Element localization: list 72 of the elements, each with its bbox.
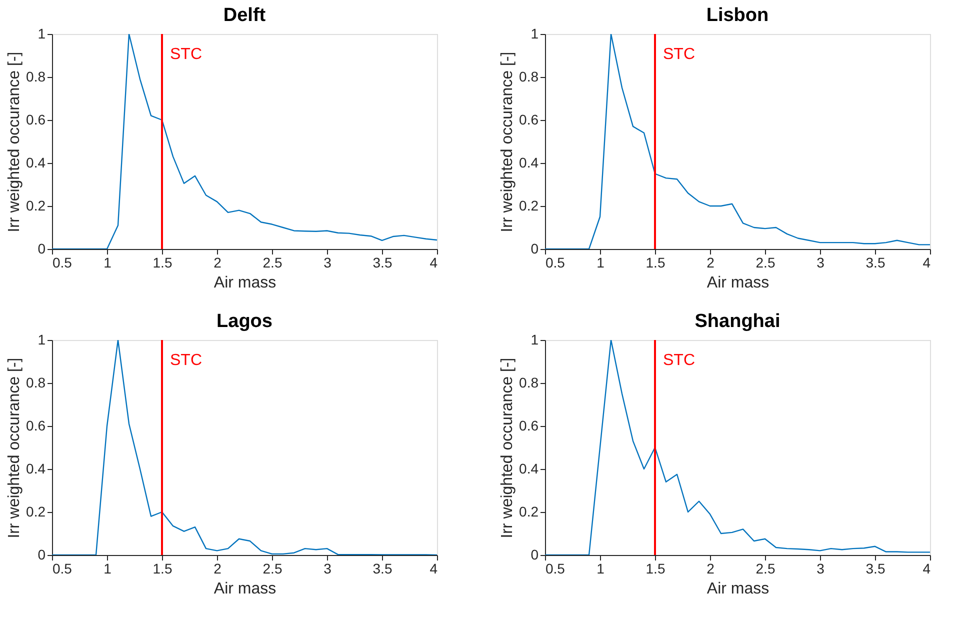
chart-title: Shanghai <box>694 311 780 332</box>
x-tick-label: 3.5 <box>866 254 886 270</box>
x-tick-label: 1.5 <box>646 254 666 270</box>
chart-title: Lagos <box>216 311 272 332</box>
y-tick-label: 0.4 <box>519 460 539 476</box>
y-tick-label: 1 <box>38 332 46 348</box>
x-tick-label: 3.5 <box>866 560 886 576</box>
x-axis-title: Air mass <box>214 580 276 598</box>
x-tick-label: 2 <box>706 254 715 270</box>
y-tick-label: 0.8 <box>26 374 46 390</box>
x-tick-label: 4 <box>922 254 931 270</box>
y-tick-label: 0 <box>530 240 539 256</box>
chart-title: Delft <box>223 5 266 26</box>
y-tick-label: 0.6 <box>519 418 539 434</box>
x-tick-label: 3 <box>324 254 332 270</box>
x-tick-label: 0.5 <box>52 560 72 576</box>
y-tick-label: 1 <box>38 26 46 42</box>
x-axis-title: Air mass <box>214 274 276 292</box>
y-tick-label: 0.2 <box>26 198 46 214</box>
y-tick-label: 0 <box>38 546 46 562</box>
y-tick-label: 0.4 <box>519 154 539 170</box>
x-tick-label: 1 <box>596 560 605 576</box>
ref-line-label: STC <box>663 46 695 63</box>
y-tick-label: 0.2 <box>519 504 539 520</box>
y-tick-label: 0.8 <box>519 68 539 84</box>
y-tick-label: 0.4 <box>26 460 46 476</box>
x-tick-label: 3 <box>816 254 825 270</box>
x-tick-label: 1.5 <box>152 560 172 576</box>
x-tick-label: 1 <box>104 254 112 270</box>
x-tick-label: 2 <box>706 560 715 576</box>
ref-line-label: STC <box>663 352 695 369</box>
y-tick-label: 0.2 <box>519 198 539 214</box>
x-tick-label: 2.5 <box>262 254 282 270</box>
x-tick-label: 1.5 <box>152 254 172 270</box>
x-tick-label: 3 <box>816 560 825 576</box>
x-tick-label: 4 <box>430 254 438 270</box>
x-tick-label: 0.5 <box>546 254 566 270</box>
y-tick-label: 0.6 <box>26 418 46 434</box>
y-axis-title: Irr weighted occurance [-] <box>6 52 24 232</box>
y-tick-label: 1 <box>530 26 539 42</box>
y-tick-label: 0.8 <box>26 68 46 84</box>
chart-title: Lisbon <box>706 5 769 26</box>
x-tick-label: 4 <box>922 560 931 576</box>
y-tick-label: 0.6 <box>519 112 539 128</box>
y-tick-label: 0.6 <box>26 112 46 128</box>
x-axis-title: Air mass <box>706 580 770 598</box>
x-tick-label: 1 <box>104 560 112 576</box>
y-tick-label: 1 <box>530 332 539 348</box>
x-tick-label: 3.5 <box>372 560 392 576</box>
y-tick-label: 0.8 <box>519 374 539 390</box>
y-axis-title: Irr weighted occurance [-] <box>499 358 516 538</box>
x-tick-label: 1 <box>596 254 605 270</box>
y-tick-label: 0.4 <box>26 154 46 170</box>
ref-line-label: STC <box>170 352 202 369</box>
y-axis-title: Irr weighted occurance [-] <box>6 358 24 538</box>
x-tick-label: 3.5 <box>372 254 392 270</box>
x-tick-label: 0.5 <box>546 560 566 576</box>
x-tick-label: 2.5 <box>756 254 776 270</box>
x-tick-label: 4 <box>430 560 438 576</box>
x-tick-label: 2.5 <box>262 560 282 576</box>
ref-line-label: STC <box>170 46 202 63</box>
x-tick-label: 0.5 <box>52 254 72 270</box>
x-tick-label: 2 <box>214 254 222 270</box>
y-axis-title: Irr weighted occurance [-] <box>499 52 516 232</box>
x-tick-label: 2 <box>214 560 222 576</box>
x-tick-label: 2.5 <box>756 560 776 576</box>
y-tick-label: 0 <box>530 546 539 562</box>
x-tick-label: 1.5 <box>646 560 666 576</box>
y-tick-label: 0 <box>38 240 46 256</box>
x-tick-label: 3 <box>324 560 332 576</box>
x-axis-title: Air mass <box>706 274 770 292</box>
y-tick-label: 0.2 <box>26 504 46 520</box>
